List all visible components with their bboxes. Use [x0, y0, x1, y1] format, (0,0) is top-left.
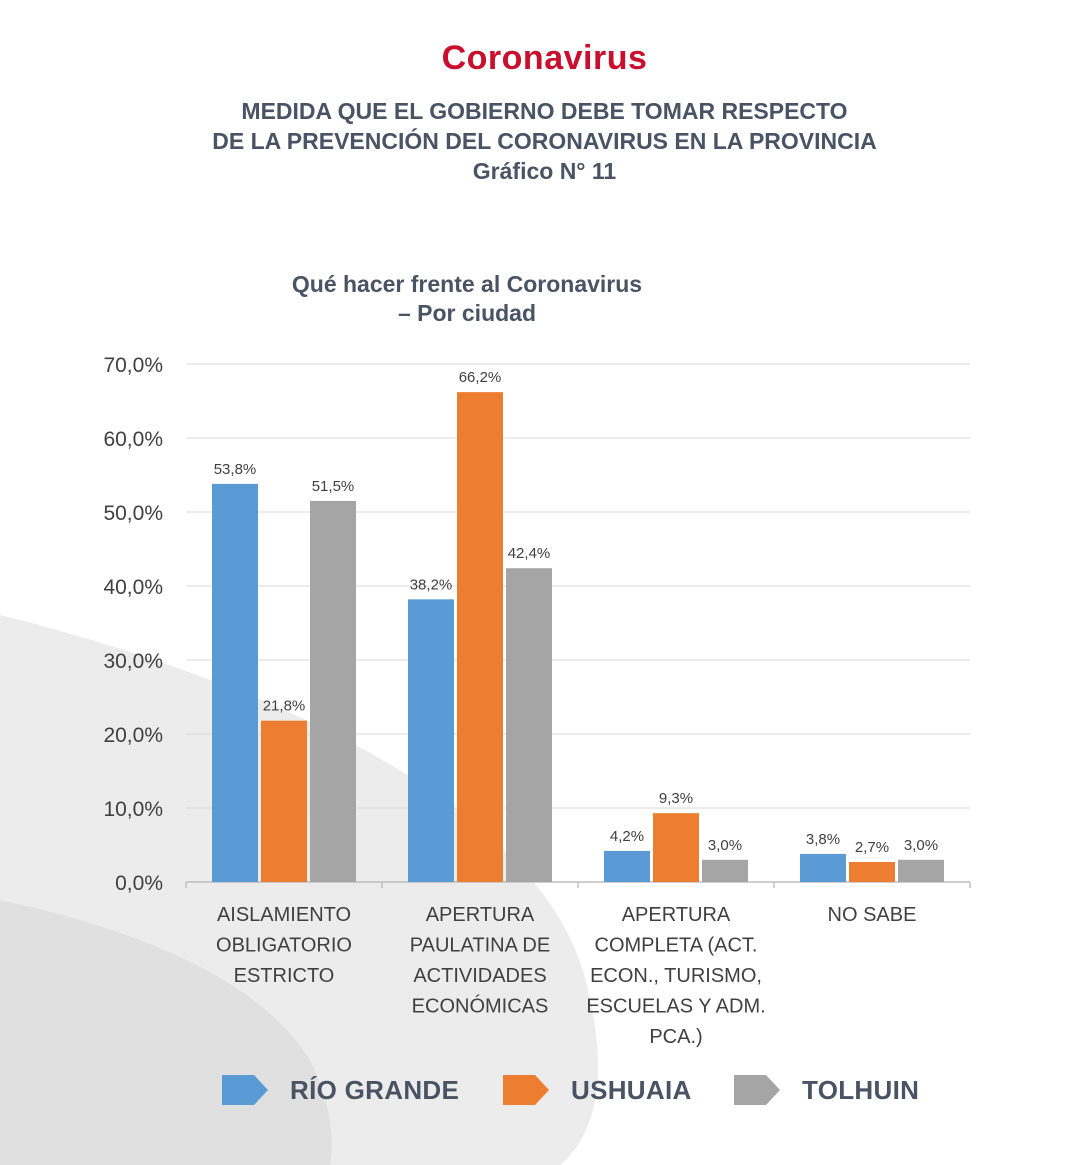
data-label: 3,0%	[904, 837, 938, 854]
bar	[408, 599, 454, 882]
y-tick-label: 30,0%	[103, 650, 163, 673]
legend-item-ushuaia: USHUAIA	[503, 1070, 692, 1110]
category-label: PCA.)	[649, 1026, 702, 1048]
legend-item-tolhuin: TOLHUIN	[734, 1070, 919, 1110]
category-label: OBLIGATORIO	[216, 935, 352, 957]
category-label: ESCUELAS Y ADM.	[586, 996, 765, 1018]
legend-label-tolhuin: TOLHUIN	[802, 1074, 920, 1105]
page-header: Coronavirus MEDIDA QUE EL GOBIERNO DEBE …	[0, 38, 1089, 186]
subtitle-line-3: Gráfico N° 11	[472, 158, 617, 184]
chart-title: Qué hacer frente al Coronavirus – Por ci…	[190, 270, 744, 328]
bar	[506, 568, 552, 882]
category-label: NO SABE	[828, 904, 917, 926]
y-tick-label: 50,0%	[103, 502, 163, 525]
category-label: ACTIVIDADES	[413, 965, 546, 987]
data-label: 9,3%	[659, 790, 693, 807]
bar	[653, 813, 699, 882]
category-label: ESTRICTO	[234, 965, 335, 987]
data-label: 2,7%	[855, 839, 889, 856]
y-tick-label: 40,0%	[103, 576, 163, 599]
category-label: APERTURA	[622, 904, 731, 926]
chart-legend: RÍO GRANDE USHUAIA TOLHUIN	[0, 1070, 1089, 1110]
chart-title-line-1: Qué hacer frente al Coronavirus	[291, 271, 643, 297]
y-tick-label: 0,0%	[115, 872, 163, 895]
category-label: COMPLETA (ACT.	[595, 935, 758, 957]
data-label: 53,8%	[214, 461, 257, 478]
brand-title: Coronavirus	[441, 39, 648, 77]
legend-arrow-icon-tolhuin	[734, 1075, 780, 1105]
y-tick-label: 20,0%	[103, 724, 163, 747]
bar	[310, 500, 356, 882]
legend-label-rio-grande: RÍO GRANDE	[290, 1074, 460, 1105]
category-label: AISLAMIENTO	[217, 904, 351, 926]
data-label: 4,2%	[610, 828, 644, 845]
chart-title-line-2: – Por ciudad	[397, 300, 537, 326]
data-label: 51,5%	[312, 478, 355, 495]
bar	[604, 850, 650, 882]
data-label: 3,8%	[806, 831, 840, 848]
bar	[702, 859, 748, 882]
data-label: 21,8%	[263, 698, 306, 715]
bar	[849, 862, 895, 882]
legend-arrow-icon-ushuaia	[503, 1075, 549, 1105]
data-label: 42,4%	[508, 545, 551, 562]
y-tick-label: 60,0%	[103, 428, 163, 451]
legend-label-ushuaia: USHUAIA	[571, 1074, 692, 1105]
data-label: 3,0%	[708, 837, 742, 854]
data-label: 66,2%	[459, 369, 502, 386]
legend-arrow-icon-rio-grande	[222, 1075, 268, 1105]
subtitle-line-1: MEDIDA QUE EL GOBIERNO DEBE TOMAR RESPEC…	[241, 98, 848, 124]
category-label: PAULATINA DE	[410, 935, 550, 957]
bar	[800, 853, 846, 882]
bar	[212, 483, 258, 882]
category-label: APERTURA	[426, 904, 535, 926]
category-label: ECONÓMICAS	[412, 995, 549, 1018]
subtitle-line-2: DE LA PREVENCIÓN DEL CORONAVIRUS EN LA P…	[212, 128, 877, 154]
y-tick-label: 10,0%	[103, 798, 163, 821]
bar	[261, 720, 307, 882]
bar	[898, 859, 944, 882]
legend-item-rio-grande: RÍO GRANDE	[222, 1070, 459, 1110]
bar	[457, 392, 503, 882]
data-label: 38,2%	[410, 576, 453, 593]
y-tick-label: 70,0%	[103, 354, 163, 377]
category-label: ECON., TURISMO,	[590, 965, 762, 987]
